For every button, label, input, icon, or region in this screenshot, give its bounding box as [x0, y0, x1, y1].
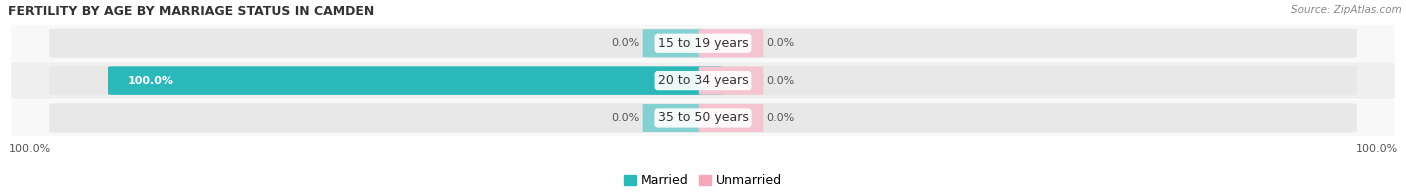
Text: 100.0%: 100.0%	[1355, 144, 1398, 154]
FancyBboxPatch shape	[11, 62, 1395, 99]
FancyBboxPatch shape	[11, 25, 1395, 62]
Text: 0.0%: 0.0%	[612, 38, 640, 48]
FancyBboxPatch shape	[49, 29, 1357, 58]
Text: FERTILITY BY AGE BY MARRIAGE STATUS IN CAMDEN: FERTILITY BY AGE BY MARRIAGE STATUS IN C…	[8, 5, 374, 18]
Text: 0.0%: 0.0%	[766, 76, 794, 86]
FancyBboxPatch shape	[643, 29, 707, 57]
FancyBboxPatch shape	[49, 103, 1357, 133]
Text: Source: ZipAtlas.com: Source: ZipAtlas.com	[1291, 5, 1402, 15]
Text: 15 to 19 years: 15 to 19 years	[658, 37, 748, 50]
FancyBboxPatch shape	[699, 67, 763, 95]
Text: 0.0%: 0.0%	[766, 38, 794, 48]
FancyBboxPatch shape	[699, 104, 763, 132]
Text: 35 to 50 years: 35 to 50 years	[658, 112, 748, 124]
FancyBboxPatch shape	[108, 66, 723, 95]
Text: 100.0%: 100.0%	[128, 76, 174, 86]
FancyBboxPatch shape	[11, 100, 1395, 136]
Text: 100.0%: 100.0%	[8, 144, 51, 154]
Text: 0.0%: 0.0%	[766, 113, 794, 123]
Legend: Married, Unmarried: Married, Unmarried	[619, 169, 787, 192]
Text: 20 to 34 years: 20 to 34 years	[658, 74, 748, 87]
FancyBboxPatch shape	[49, 66, 1357, 95]
FancyBboxPatch shape	[699, 29, 763, 57]
FancyBboxPatch shape	[643, 104, 707, 132]
Text: 0.0%: 0.0%	[612, 113, 640, 123]
